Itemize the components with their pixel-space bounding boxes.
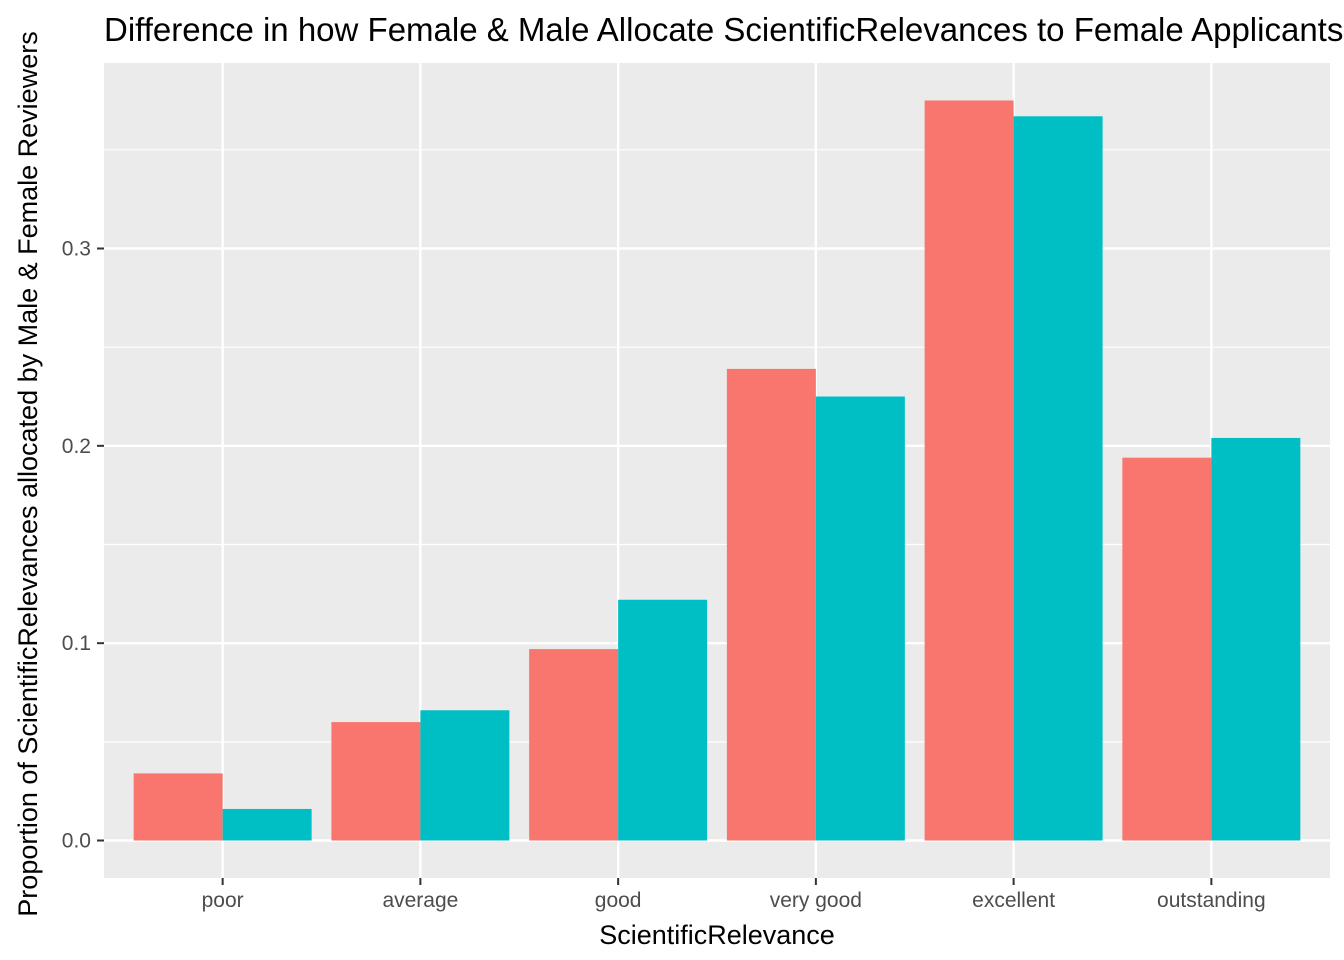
y-tick-label: 0.1	[62, 632, 91, 655]
x-tick-label: good	[595, 889, 642, 912]
bar-very-good-series-1	[726, 368, 816, 841]
y-tick-label: 0.2	[62, 435, 91, 458]
bar-poor-series-1	[133, 773, 223, 841]
bar-outstanding-series-1	[1122, 457, 1212, 841]
y-tick-label: 0.3	[62, 237, 91, 260]
y-tick-label: 0.0	[62, 830, 91, 853]
bar-good-series-2	[618, 599, 708, 841]
bars	[133, 100, 1301, 841]
y-axis-title: Proportion of ScientificRelevances alloc…	[13, 31, 43, 916]
y-axis: 0.0 0.1 0.2 0.3	[62, 237, 104, 853]
x-tick-label: excellent	[972, 889, 1055, 912]
bar-excellent-series-1	[924, 100, 1014, 841]
x-axis-title: ScientificRelevance	[599, 920, 835, 950]
x-axis: poor average good very good excellent outstan…	[202, 878, 1266, 912]
x-tick-label: outstanding	[1157, 889, 1266, 912]
chart-title: Difference in how Female & Male Allocate…	[104, 11, 1343, 48]
x-tick-label: average	[382, 889, 458, 912]
bar-average-series-1	[331, 722, 421, 841]
bar-outstanding-series-2	[1211, 437, 1301, 841]
x-tick-label: poor	[202, 889, 244, 912]
bar-very-good-series-2	[815, 396, 905, 841]
bar-excellent-series-2	[1013, 116, 1103, 841]
x-tick-label: very good	[770, 889, 862, 912]
bar-poor-series-2	[222, 808, 312, 841]
bar-good-series-1	[529, 649, 619, 841]
bar-average-series-2	[420, 710, 510, 841]
